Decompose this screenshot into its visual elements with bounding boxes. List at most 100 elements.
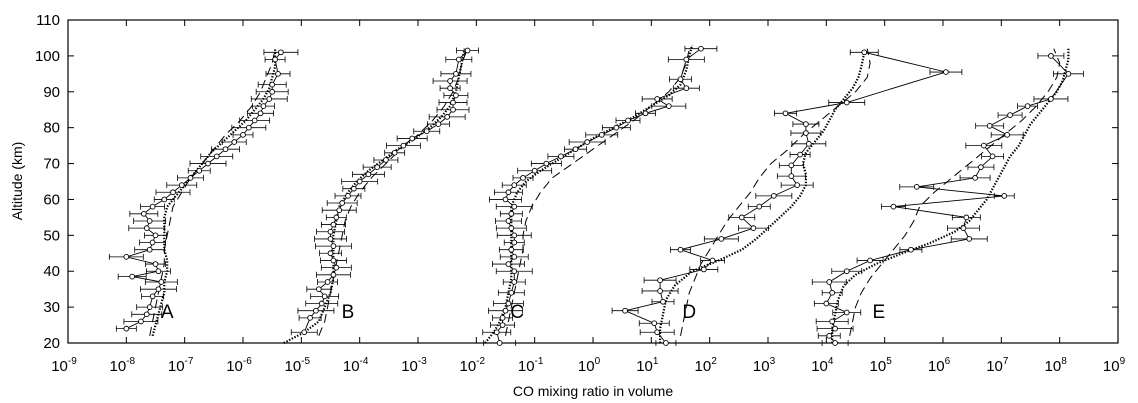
observed-point [453,70,459,77]
observed-point [677,246,684,253]
observed-point [455,56,462,63]
observed-point [657,277,663,284]
panel-label-B: B [342,302,355,323]
observed-point [756,203,763,210]
observed-point [143,225,150,232]
observed-point [129,273,136,280]
observed-point [829,318,836,325]
observed-point [245,124,252,131]
observed-point [502,196,509,203]
x-tick-label: 10-6 [226,356,252,375]
observed-point [803,130,809,136]
observed-point [213,153,220,160]
observed-point [374,164,381,170]
x-tick-label: 10-1 [518,356,544,375]
observed-point [409,135,416,142]
observed-point [330,243,337,249]
x-tick-label: 10-4 [343,356,369,375]
observed-point [499,322,506,328]
observed-point [508,225,515,232]
x-tick-label: 106 [928,356,951,375]
observed-point [654,329,661,336]
observed-point [330,271,337,278]
observed-point [543,160,550,167]
observed-point [663,340,669,346]
observed-point [890,203,897,210]
observed-point [275,70,281,77]
observed-point [444,114,451,120]
observed-point [257,110,264,117]
x-tick-label: 103 [753,356,776,375]
observed-point [170,189,176,196]
observed-point [511,182,518,188]
observed-point [383,157,389,163]
observed-point [908,246,914,253]
model-dashed-line [505,48,690,336]
observed-point [365,171,372,178]
observed-point [861,49,868,56]
panel-label-D: D [682,302,696,323]
observed-point [788,173,795,179]
y-tick-label: 60 [43,191,60,208]
y-tick-label: 20 [43,335,60,352]
observed-point [450,99,456,106]
observed-point [700,266,707,273]
observed-point [980,142,987,149]
observed-point [333,264,340,271]
observed-point [123,325,130,332]
observed-point [152,232,159,239]
observed-point [356,178,363,185]
model-dotted-line [484,44,694,344]
observed-point [307,315,313,321]
observed-point [339,200,346,206]
model-dotted-line [151,48,277,337]
observed-point [913,184,920,190]
observed-point [205,160,211,167]
x-tick-label: 10-5 [285,356,311,375]
observed-point [350,185,357,192]
observed-point [654,96,661,102]
observed-point [146,218,153,224]
observed-point [572,146,579,153]
observed-point [315,286,322,293]
observed-point [146,246,153,253]
observed-point [558,153,564,160]
observed-point [750,225,757,232]
observed-point [598,131,605,138]
observed-point [330,221,337,228]
observed-point [149,203,156,210]
model-dotted-line [658,52,866,343]
observed-point [508,289,515,296]
x-tick-label: 107 [986,356,1009,375]
observed-point [149,239,156,246]
observed-point [788,162,795,169]
observed-point [657,288,663,294]
observed-point [1065,70,1072,77]
observed-point [1004,131,1011,138]
plot-frame [67,19,1119,344]
observed-point [505,300,512,307]
observed-point [826,279,833,285]
y-tick-label: 110 [36,12,60,29]
observed-point [843,268,850,275]
x-tick-label: 10-3 [401,356,427,375]
observed-point [400,142,407,149]
observed-point [843,309,850,316]
observed-point [1007,112,1013,118]
observed-point [464,47,471,54]
x-tick-label: 105 [870,356,893,375]
x-tick-label: 102 [695,356,718,375]
observed-point [336,207,343,214]
observed-point [797,151,803,158]
observed-point [155,268,162,275]
panel-label-C: C [510,302,524,323]
observed-point [327,250,334,257]
observed-point [698,45,704,52]
observed-point [651,320,658,327]
observed-point [240,131,246,138]
observed-point [505,261,512,267]
observed-point [123,254,130,260]
observed-point [986,123,993,129]
y-tick-label: 100 [35,48,60,65]
